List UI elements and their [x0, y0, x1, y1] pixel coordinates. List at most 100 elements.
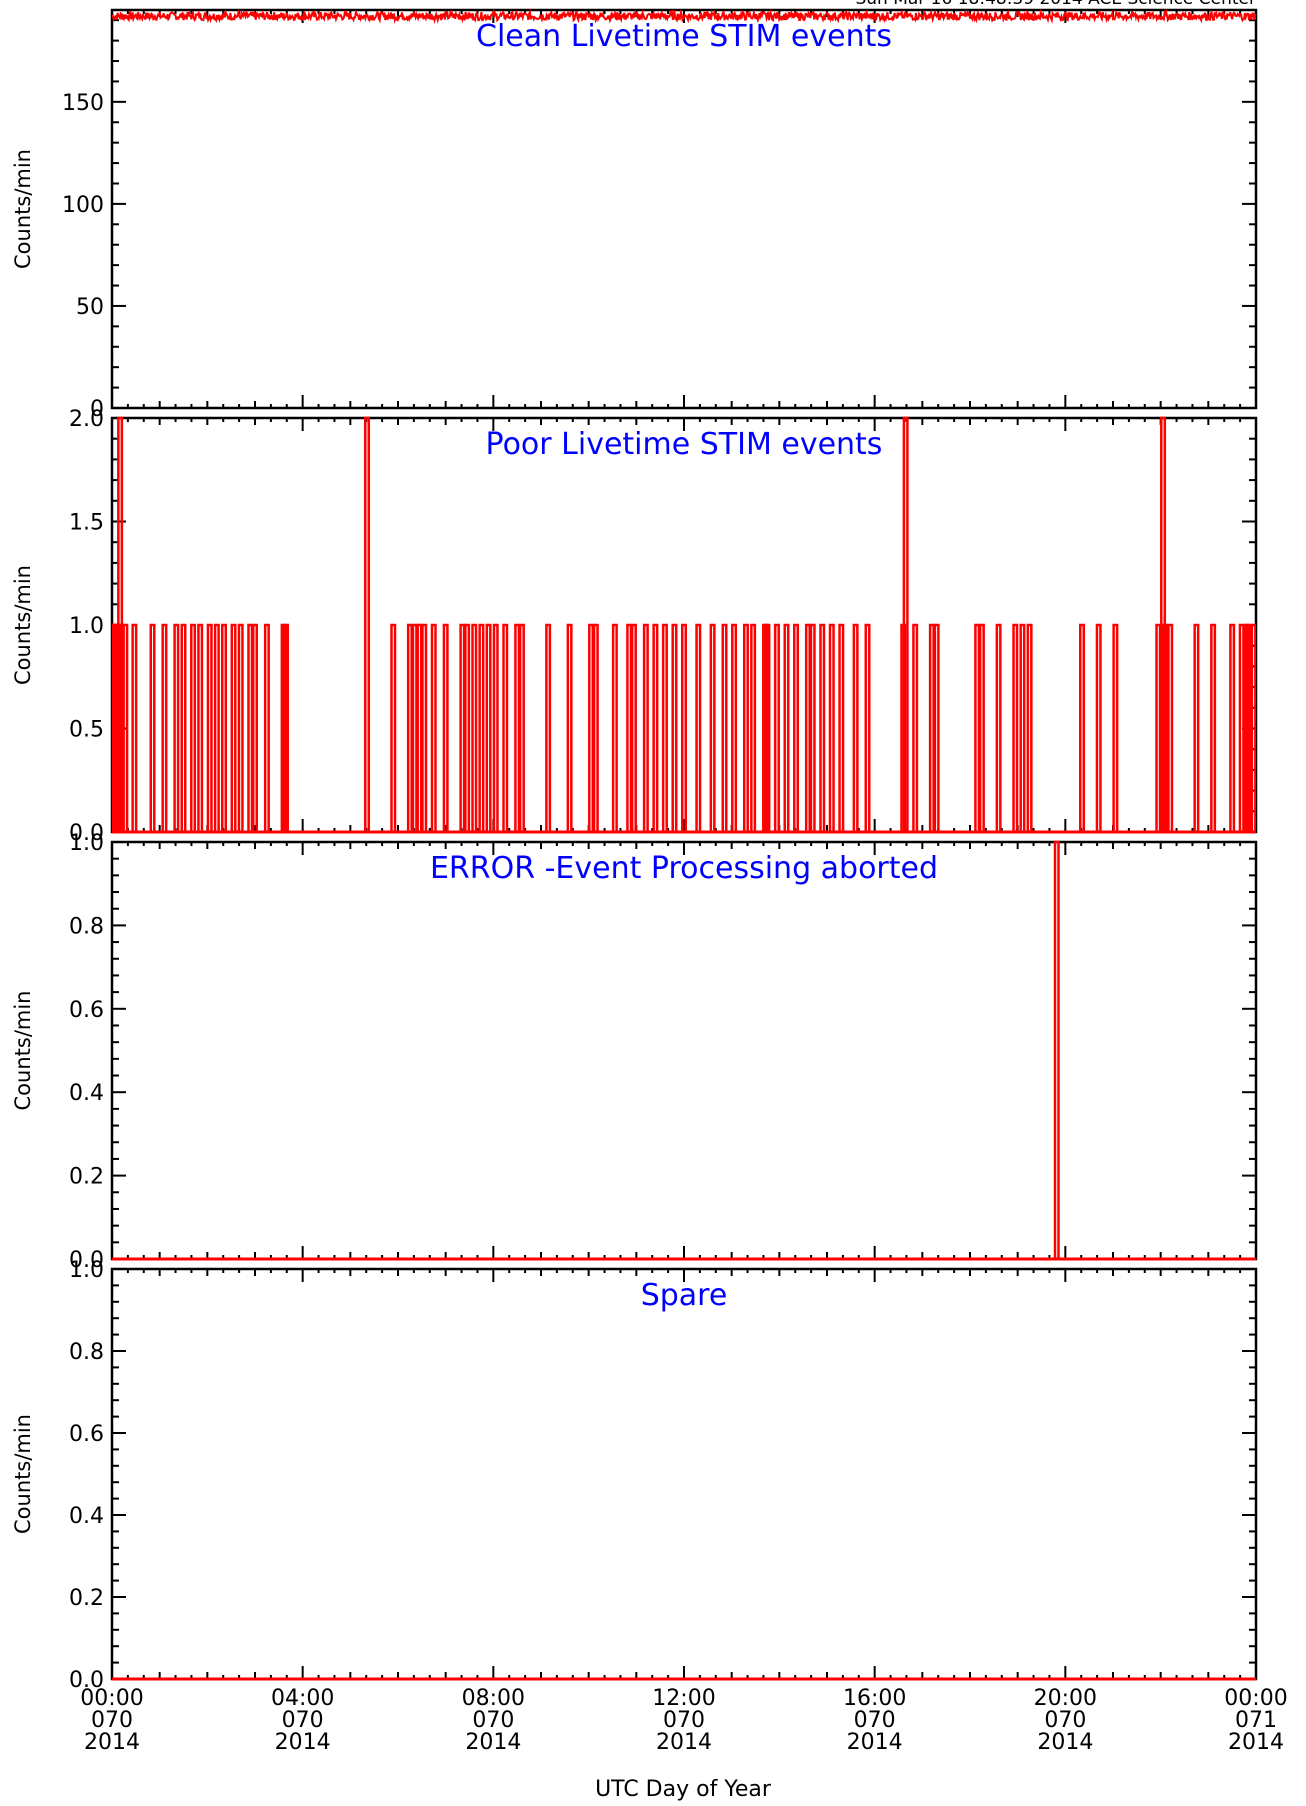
series-spike — [252, 623, 258, 832]
series-spike — [492, 623, 499, 832]
series-spike — [545, 623, 552, 832]
series-spike — [1250, 623, 1256, 832]
series-spike — [390, 623, 397, 832]
series-spike — [661, 623, 668, 832]
x-tick-label: 2014 — [84, 1730, 140, 1755]
x-tick-label: 070 — [854, 1708, 896, 1733]
y-tick-label: 0.6 — [69, 998, 104, 1023]
series-spike — [750, 623, 757, 832]
series-spike — [1079, 623, 1086, 832]
series-spike — [416, 623, 423, 832]
series-spike — [1112, 623, 1119, 832]
panel-4: 0.0 0.2 0.4 0.6 0.8 1.0 Counts/min Spare — [11, 1258, 1258, 1693]
series-spike — [514, 623, 521, 832]
series-spike — [1095, 623, 1102, 832]
y-tick-label: 2.0 — [69, 407, 104, 432]
series-spike — [206, 623, 213, 832]
series-spike — [478, 623, 485, 832]
series-spike — [721, 623, 728, 832]
series-spike — [588, 623, 595, 832]
panel-1: 0 50 100 150 Counts/min Clean Livetime STIM e… — [11, 8, 1258, 422]
series-spike — [804, 623, 811, 832]
series-spike — [230, 623, 237, 832]
x-tick-label: 070 — [282, 1708, 324, 1733]
series-spike — [838, 623, 845, 832]
x-tick-label: 20:00 — [1034, 1686, 1097, 1711]
series-spike — [995, 623, 1002, 832]
series-spike — [149, 623, 156, 832]
plot-frame — [110, 8, 1258, 410]
y-tick-label: 1.0 — [69, 1258, 104, 1283]
y-tick-label: 0.4 — [69, 1504, 104, 1529]
series-spike — [864, 623, 871, 832]
y-axis-title: Counts/min — [11, 565, 35, 685]
y-axis-title: Counts/min — [11, 991, 35, 1111]
series-spike — [237, 623, 244, 832]
y-tick-label: 1.0 — [69, 614, 104, 639]
series-spike — [1019, 623, 1026, 832]
series-spike — [1193, 623, 1200, 832]
series-spike — [974, 623, 981, 832]
x-tick-label: 070 — [663, 1708, 705, 1733]
series-spike — [518, 623, 525, 832]
series-spike — [681, 623, 687, 832]
y-tick-label: 0.2 — [69, 1165, 104, 1190]
series-spike — [502, 623, 509, 832]
x-tick-label: 070 — [91, 1708, 133, 1733]
series-spike — [742, 623, 749, 832]
series-spike — [1229, 623, 1236, 832]
y-tick-label: 100 — [62, 193, 104, 218]
x-tick-label: 08:00 — [462, 1686, 525, 1711]
series-spike — [173, 623, 180, 832]
series-spike — [190, 623, 197, 832]
series-spike — [819, 623, 826, 832]
series-spike — [1053, 840, 1060, 1259]
series-spike — [1238, 623, 1245, 832]
y-tick-label: 0.2 — [69, 1586, 104, 1611]
y-tick-label: 0 — [90, 397, 104, 422]
x-tick-label: 070 — [1044, 1708, 1086, 1733]
series-spike — [459, 623, 466, 832]
panel-title: ERROR -Event Processing aborted — [430, 851, 938, 886]
y-tick-label: 0.0 — [69, 821, 104, 846]
series-spike — [1026, 623, 1033, 832]
series-spike — [671, 623, 678, 832]
y-tick-label: 0.8 — [69, 1340, 104, 1365]
x-tick-label: 12:00 — [652, 1686, 715, 1711]
series-spike — [592, 623, 599, 832]
series-spike — [442, 623, 449, 832]
series-spike — [221, 623, 228, 832]
x-axis-labels: 00:00070201404:00070201408:00070201412:0… — [80, 1686, 1287, 1755]
series-spike — [978, 623, 985, 832]
y-tick-label: 1.0 — [69, 831, 104, 856]
series-spike — [852, 623, 859, 832]
series-spike-high — [1160, 416, 1167, 832]
series-spike — [406, 623, 413, 832]
series-spike — [1245, 623, 1252, 832]
panel-2: 0.0 0.5 1.0 1.5 2.0 Counts/min Poor Livetime S… — [11, 407, 1258, 846]
series-spike — [626, 623, 633, 832]
series-spike — [611, 623, 618, 832]
series-spike — [652, 623, 659, 832]
panel-title: Clean Livetime STIM events — [476, 19, 892, 54]
y-tick-label: 150 — [62, 91, 104, 116]
series-spike — [411, 623, 418, 832]
series-spike — [1167, 623, 1174, 832]
panels: 0 50 100 150 Counts/min Clean Livetime STIM e… — [11, 8, 1258, 1693]
x-tick-label: 2014 — [847, 1730, 903, 1755]
x-tick-label: 2014 — [465, 1730, 521, 1755]
series-spike-high — [902, 416, 909, 832]
y-tick-label: 0.6 — [69, 1422, 104, 1447]
x-tick-label: 2014 — [656, 1730, 712, 1755]
series-spike — [630, 623, 637, 832]
x-tick-label: 04:00 — [271, 1686, 334, 1711]
y-tick-label: 0.5 — [69, 718, 104, 743]
series-spike — [828, 623, 835, 832]
panel-title: Poor Livetime STIM events — [486, 427, 883, 462]
series-spike — [695, 623, 702, 832]
series-spike — [122, 623, 129, 832]
x-tick-label: 071 — [1235, 1708, 1277, 1733]
x-tick-label: 2014 — [1037, 1730, 1093, 1755]
series-spike — [783, 623, 790, 832]
y-tick-label: 0.0 — [69, 1248, 104, 1273]
